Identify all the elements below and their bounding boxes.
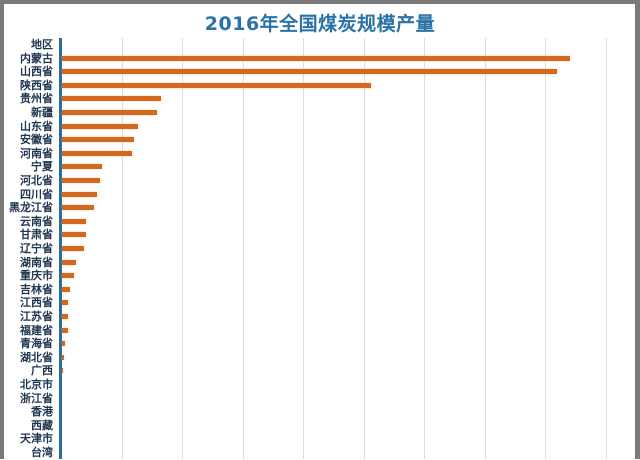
bar: [62, 123, 138, 129]
bar: [62, 218, 86, 224]
bar: [62, 354, 64, 360]
category-axis: [59, 38, 62, 459]
bar-row: 宁夏: [0, 160, 640, 174]
gridline: [485, 38, 486, 459]
category-label: 辽宁省: [20, 242, 53, 255]
chart-title: 2016年全国煤炭规模产量: [204, 13, 436, 35]
bar-row: 陕西省: [0, 79, 640, 93]
bar-row: 福建省: [0, 324, 640, 338]
bar-row: 湖南省: [0, 256, 640, 270]
bar: [62, 205, 94, 211]
gridline: [364, 38, 365, 459]
bar-row: 河南省: [0, 147, 640, 161]
bar: [62, 300, 68, 306]
category-label: 甘肃省: [20, 228, 53, 242]
category-label: 陕西省: [20, 78, 53, 92]
category-label: 天津市: [20, 432, 53, 446]
category-label: 香港: [31, 405, 53, 419]
bar: [62, 341, 65, 347]
bar: [62, 150, 132, 156]
bar-row: 江西省: [0, 296, 640, 310]
bar-row: 辽宁省: [0, 242, 640, 256]
bar: [62, 110, 157, 115]
bar-row: 广西: [0, 364, 640, 378]
bar-row: 北京市: [0, 378, 640, 392]
bar-row: 新疆: [0, 106, 640, 120]
category-label: 黑龙江省: [9, 201, 53, 215]
category-label: 江西省: [20, 296, 53, 310]
category-label: 北京市: [20, 378, 53, 391]
bar-row: 河北省: [0, 174, 640, 188]
category-label: 吉林省: [20, 282, 53, 296]
bar-row: 西藏: [0, 419, 640, 433]
bar-row: 内蒙古: [0, 52, 640, 66]
bar-row: 四川省: [0, 188, 640, 202]
category-label: 广西: [31, 364, 53, 378]
bar: [62, 82, 371, 88]
category-header: 地区: [0, 38, 640, 52]
bar-row: 青海省: [0, 337, 640, 351]
bar-row: 山东省: [0, 120, 640, 134]
bar: [62, 327, 68, 333]
category-label: 山西省: [20, 65, 53, 79]
category-label: 青海省: [20, 337, 53, 351]
category-label: 湖北省: [20, 350, 53, 364]
bar-row: 湖北省: [0, 351, 640, 365]
category-label: 贵州省: [20, 92, 53, 106]
gridline: [545, 38, 546, 459]
plot-area: [61, 38, 607, 459]
category-label: 云南省: [20, 214, 53, 228]
category-label: 宁夏: [31, 160, 53, 174]
category-label: 福建省: [20, 323, 53, 337]
category-label: 江苏省: [20, 310, 53, 323]
bar: [62, 246, 84, 251]
category-label: 河南省: [20, 146, 53, 160]
bar-row: 台湾: [0, 446, 640, 460]
bar-row: 甘肃省: [0, 228, 640, 242]
category-label: 新疆: [31, 106, 53, 119]
bar: [62, 69, 557, 75]
bar-row: 云南省: [0, 215, 640, 229]
gridline: [303, 38, 304, 459]
bar: [62, 178, 100, 183]
gridline: [182, 38, 183, 459]
gridline: [243, 38, 244, 459]
category-label: 台湾: [31, 446, 53, 459]
category-label: 四川省: [20, 187, 53, 201]
category-label: 浙江省: [20, 391, 53, 405]
category-label: 西藏: [31, 418, 53, 432]
bar-row: 江苏省: [0, 310, 640, 324]
category-label: 安徽省: [20, 133, 53, 147]
gridline: [122, 38, 123, 459]
category-label: 重庆市: [20, 269, 53, 283]
bar: [62, 164, 102, 170]
category-label: 河北省: [20, 174, 53, 187]
bar: [62, 314, 68, 319]
bar: [62, 273, 74, 279]
category-label: 湖南省: [20, 255, 53, 269]
category-label: 内蒙古: [20, 51, 53, 65]
bar: [62, 232, 86, 238]
bar-row: 黑龙江省: [0, 201, 640, 215]
bar-row: 吉林省: [0, 283, 640, 297]
bar: [62, 55, 570, 61]
bar-row: 安徽省: [0, 133, 640, 147]
bar-row: 重庆市: [0, 269, 640, 283]
bar-row: 天津市: [0, 432, 640, 446]
bar-row: 贵州省: [0, 92, 640, 106]
bar: [62, 368, 63, 374]
category-header-label: 地区: [31, 38, 53, 51]
bar: [62, 286, 70, 292]
bar: [62, 191, 97, 197]
bar: [62, 96, 161, 102]
gridline: [606, 38, 607, 459]
bar: [62, 137, 134, 143]
category-label: 山东省: [20, 119, 53, 133]
bar: [62, 259, 76, 265]
gridline: [424, 38, 425, 459]
bar-row: 香港: [0, 405, 640, 419]
bar-row: 山西省: [0, 65, 640, 79]
bar-row: 浙江省: [0, 392, 640, 406]
